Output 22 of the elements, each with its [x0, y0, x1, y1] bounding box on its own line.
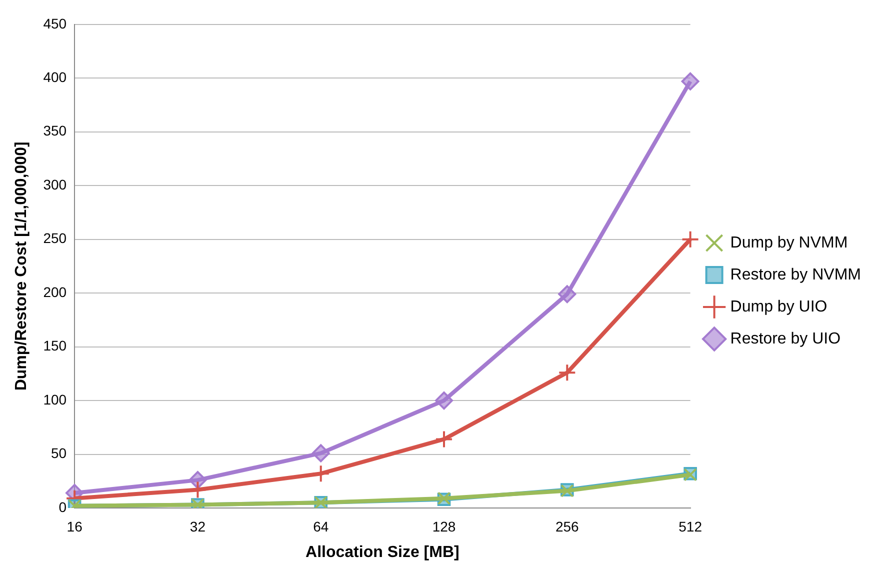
y-tick-label: 250 [43, 230, 67, 246]
y-tick-label: 350 [43, 122, 67, 139]
x-tick-label: 512 [678, 518, 702, 534]
x-tick-label: 64 [313, 518, 329, 534]
y-tick-label: 100 [43, 391, 67, 408]
x-tick-label: 256 [555, 518, 580, 534]
legend-label: Dump by NVMM [730, 234, 848, 252]
y-tick-label: 300 [43, 176, 67, 192]
y-tick-label: 0 [58, 498, 67, 515]
y-axis-title: Dump/Restore Cost [1/1,000,000] [13, 142, 30, 391]
x-axis-title: Allocation Size [MB] [306, 544, 460, 561]
x-tick-label: 32 [190, 518, 206, 534]
legend-label: Restore by NVMM [730, 266, 862, 284]
legend-label: Restore by UIO [730, 330, 841, 348]
y-tick-label: 400 [43, 68, 67, 85]
x-tick-label: 16 [66, 518, 83, 534]
legend-label: Dump by UIO [730, 298, 828, 316]
y-tick-label: 150 [43, 338, 67, 354]
x-tick-label: 128 [432, 518, 456, 534]
y-tick-label: 450 [43, 15, 67, 32]
y-tick-label: 200 [43, 284, 67, 300]
y-tick-label: 50 [50, 445, 67, 462]
